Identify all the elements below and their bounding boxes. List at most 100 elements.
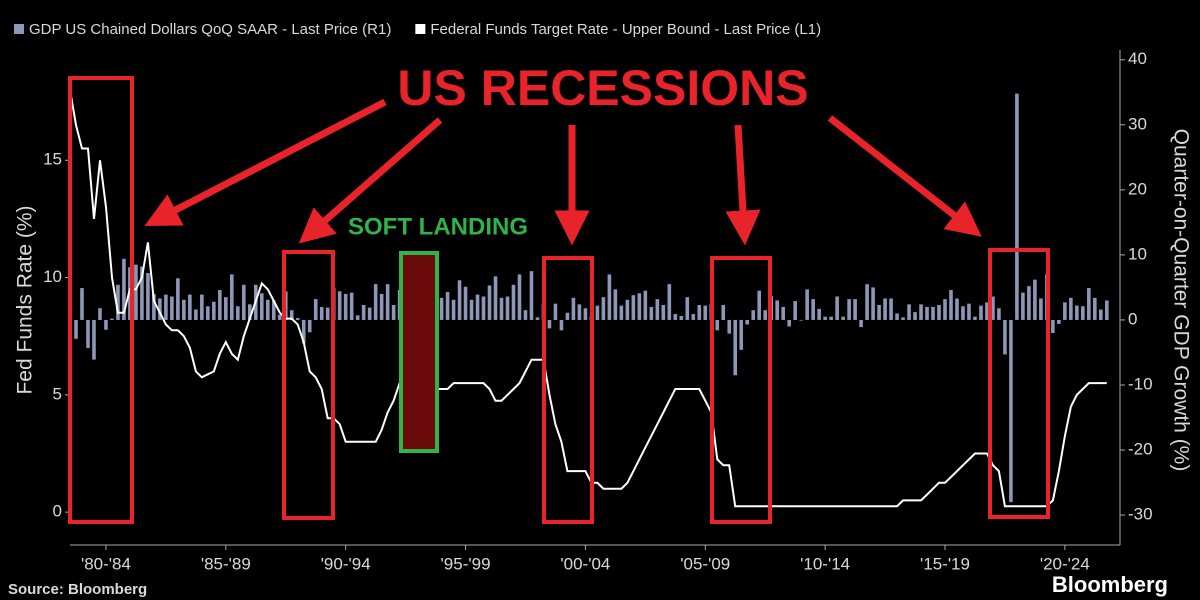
bar: [979, 305, 983, 320]
x-tick-label: '80-'84: [81, 554, 131, 573]
bar: [511, 284, 516, 320]
arrow: [144, 98, 387, 227]
legend-swatch: [415, 24, 426, 34]
bar: [98, 308, 102, 320]
bar: [583, 308, 588, 320]
bar: [679, 316, 684, 320]
bar: [469, 299, 474, 320]
bar: [877, 304, 881, 320]
bar: [613, 289, 618, 320]
bar: [739, 319, 744, 350]
bar: [1081, 306, 1085, 320]
x-tick-label: '95-'99: [441, 554, 491, 573]
bar: [619, 305, 624, 320]
bar: [236, 306, 240, 320]
recession-box: [282, 250, 335, 520]
line: [69, 89, 1107, 508]
bar: [733, 319, 738, 376]
bar: [379, 293, 384, 320]
bar: [961, 306, 965, 320]
source: Source: Bloomberg: [8, 581, 147, 598]
bar: [1015, 93, 1019, 320]
bar: [451, 299, 456, 320]
bar: [289, 310, 294, 320]
bar: [901, 317, 905, 320]
x-tick-label: '90-'94: [321, 554, 371, 573]
bar: [631, 295, 636, 320]
bar: [80, 288, 84, 320]
bar: [110, 318, 114, 320]
bar: [307, 319, 312, 333]
y2-tick-label: 40: [1128, 49, 1147, 68]
bar: [673, 314, 678, 320]
bar: [799, 319, 803, 321]
bar: [535, 317, 540, 320]
bar: [218, 290, 222, 320]
legend-swatch: [14, 24, 24, 34]
bar: [128, 267, 132, 320]
bar: [355, 315, 360, 320]
bar: [595, 305, 600, 320]
bar: [967, 303, 971, 320]
bar: [913, 312, 917, 320]
bar: [385, 284, 390, 320]
annotation: US RECESSIONS: [397, 60, 808, 116]
bar: [164, 294, 168, 320]
y-tick-label: 0: [53, 502, 62, 521]
bar: [170, 296, 174, 320]
y2-tick-label: 0: [1128, 309, 1137, 328]
bar: [847, 299, 851, 320]
legend-label: Federal Funds Target Rate - Upper Bound …: [430, 21, 821, 38]
bar: [319, 306, 324, 320]
bar: [823, 316, 827, 320]
bar: [787, 319, 791, 327]
bar: [140, 266, 144, 320]
bar: [745, 319, 750, 325]
y-axis-label: Fed Funds Rate (%): [14, 205, 37, 394]
arrow: [725, 124, 761, 246]
bar: [601, 297, 606, 320]
recession-box: [68, 76, 134, 524]
bar: [1057, 319, 1061, 324]
bar: [499, 297, 504, 320]
bar: [991, 296, 995, 320]
bar: [188, 294, 192, 320]
bar: [625, 299, 630, 320]
bar: [763, 310, 768, 320]
bar: [577, 304, 582, 320]
bar: [505, 296, 510, 320]
y-tick-label: 5: [53, 384, 62, 403]
arrows: [144, 98, 982, 246]
bar: [337, 291, 342, 320]
bar: [325, 307, 330, 320]
bar: [997, 308, 1001, 320]
bar: [116, 284, 120, 320]
bar: [200, 294, 204, 320]
bar: [559, 319, 564, 331]
plot-area: 0 5 10 15 -30 -20 -10 0 10 20 30 40 '80-'84 '85-'89 '9…: [43, 49, 1153, 573]
bar: [1069, 297, 1073, 320]
bar: [349, 292, 354, 320]
bar: [547, 319, 552, 329]
bar: [475, 294, 480, 320]
bar: [1039, 298, 1043, 320]
bar: [373, 284, 378, 320]
bar: [1003, 319, 1007, 355]
bar: [865, 284, 869, 320]
bar: [571, 297, 576, 320]
bar: [781, 306, 785, 320]
bar: [985, 302, 989, 320]
bar: [1033, 279, 1037, 320]
legend-label: GDP US Chained Dollars QoQ SAAR - Last P…: [29, 21, 391, 38]
annotation: SOFT LANDING: [348, 213, 528, 240]
recession-boxes: [68, 76, 1050, 524]
bar: [445, 291, 450, 320]
x-tick-label: '15-'19: [920, 554, 970, 573]
bar: [943, 299, 947, 320]
bar: [841, 316, 845, 320]
y2-tick-label: 20: [1128, 179, 1147, 198]
bar: [146, 273, 150, 320]
bar: [1021, 292, 1025, 320]
y-tick-label: 10: [43, 267, 62, 286]
arrow: [298, 117, 443, 244]
